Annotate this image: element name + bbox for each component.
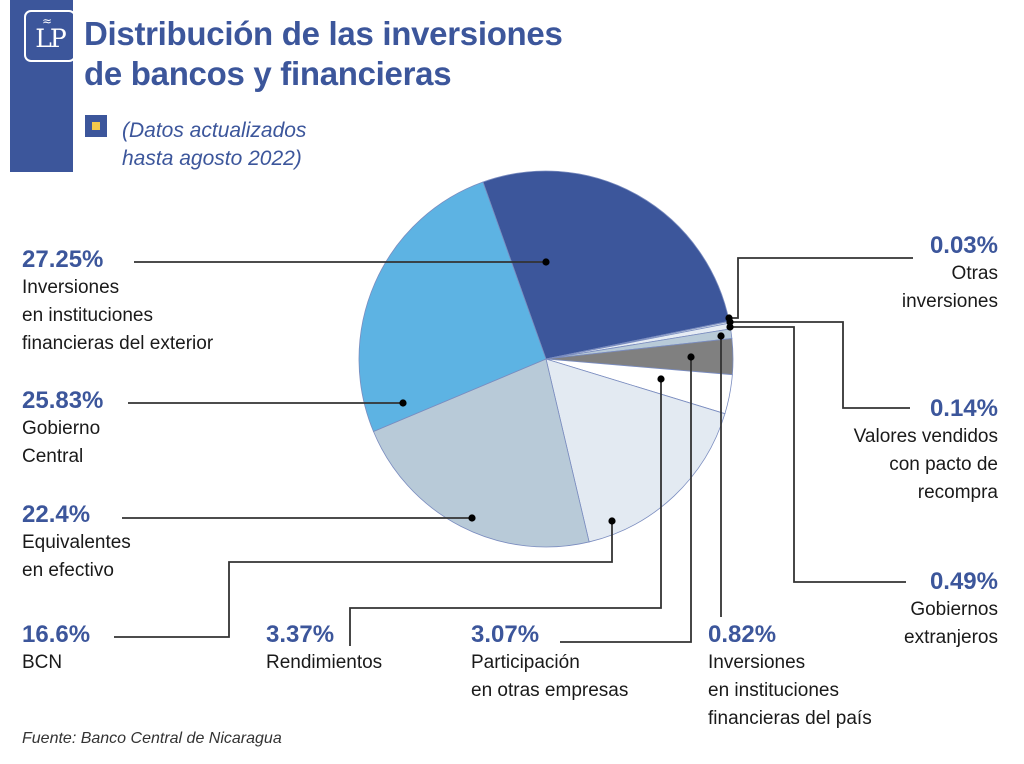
chart-title-line-1: Distribución de las inversiones: [84, 15, 563, 52]
source-note: Fuente: Banco Central de Nicaragua: [22, 730, 282, 747]
leader-bcn-dot: [608, 517, 616, 525]
leader-equivalentes-dot: [468, 514, 476, 522]
label-value: 3.07%: [471, 621, 540, 648]
leader-pais-dot: [717, 332, 725, 340]
label-value: 22.4%: [22, 501, 91, 528]
label-gobiernos-extranjeros: 0.49% Gobiernos extranjeros: [904, 568, 998, 652]
label-desc: en otras empresas: [471, 680, 629, 701]
leader-valores: [730, 321, 910, 409]
label-desc: con pacto de: [889, 454, 998, 475]
subtitle-bullet-icon: [85, 115, 107, 137]
label-desc: en instituciones: [708, 680, 839, 701]
label-desc: BCN: [22, 652, 63, 673]
label-bcn: 16.6% BCN: [22, 621, 90, 677]
leader-rendimientos-dot: [657, 375, 665, 383]
leader-participacion: [560, 357, 692, 643]
label-desc: en efectivo: [22, 560, 114, 581]
chart-subtitle: (Datos actualizados hasta agosto 2022): [122, 117, 306, 173]
leader-valores-dot: [726, 318, 734, 326]
leader-exterior-dot: [542, 258, 550, 266]
leader-bcn: [114, 521, 613, 638]
label-value: 27.25%: [22, 246, 104, 273]
label-desc: Rendimientos: [266, 652, 383, 673]
label-desc: financieras del país: [708, 708, 872, 729]
label-desc: financieras del exterior: [22, 333, 214, 354]
label-otras: 0.03% Otras inversiones: [902, 232, 998, 316]
pie-slice-0: [482, 170, 730, 360]
logo: ≈ LP: [24, 10, 76, 62]
label-valores: 0.14% Valores vendidos con pacto de reco…: [854, 395, 998, 507]
pie-slices: [358, 170, 734, 548]
label-value: 25.83%: [22, 387, 104, 414]
pie-slice-9: [358, 181, 547, 433]
leader-lines: [114, 257, 913, 646]
leader-gobierno-central-dot: [399, 399, 407, 407]
label-participacion: 3.07% Participación en otras empresas: [471, 621, 628, 705]
leader-gobiernos-extranjeros: [730, 326, 906, 583]
label-desc: Otras: [951, 263, 998, 284]
label-desc: Central: [22, 446, 84, 467]
label-desc: Participación: [471, 652, 580, 673]
label-value: 0.03%: [929, 232, 998, 259]
label-desc: inversiones: [901, 291, 998, 312]
label-desc: Inversiones: [708, 652, 806, 673]
label-value: 16.6%: [22, 621, 91, 648]
leader-rendimientos: [349, 379, 662, 646]
label-rendimientos: 3.37% Rendimientos: [266, 621, 382, 677]
pie-slice-8: [372, 358, 590, 548]
label-desc: Gobierno: [22, 418, 101, 439]
label-desc: Valores vendidos: [853, 426, 998, 447]
label-pais: 0.82% Inversiones en instituciones finan…: [708, 621, 872, 733]
label-desc: Equivalentes: [22, 532, 131, 553]
label-desc: en instituciones: [22, 305, 153, 326]
label-value: 0.49%: [929, 568, 998, 595]
label-desc: Inversiones: [22, 277, 120, 298]
label-equivalentes: 22.4% Equivalentes en efectivo: [22, 501, 131, 585]
chart-title: Distribución de las inversiones de banco…: [84, 14, 563, 94]
chart-subtitle-line-2: hasta agosto 2022): [122, 147, 302, 170]
label-value: 3.37%: [266, 621, 335, 648]
pie-slice-7: [545, 358, 726, 543]
label-gobierno-central: 25.83% Gobierno Central: [22, 387, 103, 471]
leader-otras: [729, 257, 913, 319]
leader-participacion-dot: [687, 353, 695, 361]
chart-title-line-2: de bancos y financieras: [84, 55, 452, 92]
leader-gobiernos-extranjeros-dot: [726, 323, 734, 331]
label-value: 0.14%: [929, 395, 998, 422]
label-exterior: 27.25% Inversiones en instituciones fina…: [22, 246, 213, 358]
chart-subtitle-line-1: (Datos actualizados: [122, 119, 307, 142]
brand-bar: ≈ LP: [10, 0, 76, 172]
label-desc: Gobiernos: [910, 599, 998, 620]
label-value: 0.82%: [708, 621, 777, 648]
label-desc: extranjeros: [904, 627, 998, 648]
label-desc: recompra: [917, 482, 998, 503]
logo-text: LP: [35, 24, 66, 53]
logo-mark-icon: ≈: [42, 14, 53, 28]
